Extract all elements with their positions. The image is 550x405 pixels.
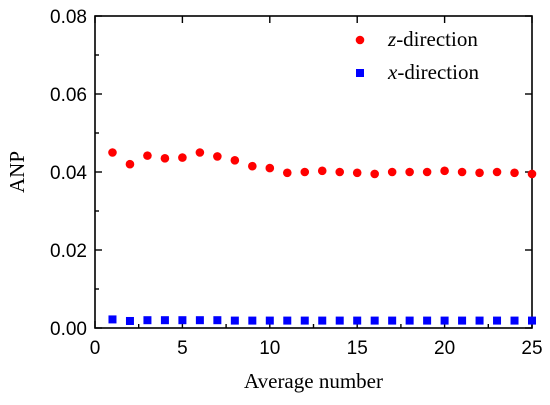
legend: z-direction x-direction: [355, 27, 479, 84]
x-tick-label: 5: [177, 338, 188, 359]
data-point: [422, 167, 432, 177]
data-point: [492, 167, 502, 177]
data-point: [125, 316, 134, 325]
y-axis-ticks: 0.00 0.02 0.04 0.06 0.08: [50, 7, 532, 340]
x-tick-label: 0: [90, 338, 101, 359]
data-point: [143, 151, 152, 160]
data-point: [353, 316, 362, 325]
data-point: [493, 316, 502, 325]
data-point: [440, 166, 449, 176]
y-tick-label: 0.00: [50, 319, 87, 340]
data-point: [282, 168, 292, 178]
x-tick-label: 25: [521, 338, 542, 359]
data-point: [440, 316, 449, 325]
x-axis-title: Average number: [244, 369, 383, 393]
data-point: [248, 161, 257, 171]
data-point: [230, 156, 240, 165]
data-point: [387, 167, 397, 177]
x-tick-label: 10: [259, 338, 280, 359]
y-tick-label: 0.06: [50, 85, 87, 106]
data-point: [230, 316, 239, 325]
x-tick-label: 20: [434, 338, 455, 359]
x-tick-label: 15: [347, 338, 368, 359]
data-point: [283, 316, 292, 325]
data-point: [457, 167, 467, 177]
data-point: [475, 168, 484, 178]
data-point: [143, 316, 152, 325]
data-point: [108, 148, 117, 157]
data-point: [265, 163, 275, 173]
data-point: [510, 316, 519, 325]
data-point: [335, 316, 344, 325]
data-point: [527, 169, 537, 179]
data-point: [405, 316, 414, 325]
y-axis-title: ANP: [5, 151, 29, 193]
data-point: [125, 159, 135, 169]
data-point: [265, 316, 274, 325]
data-point: [213, 152, 222, 161]
legend-marker: [356, 69, 364, 77]
data-point: [160, 154, 170, 163]
data-point: [178, 153, 187, 162]
legend-marker: [355, 35, 365, 45]
data-point: [510, 168, 519, 178]
data-point: [388, 316, 397, 325]
data-point: [160, 316, 169, 325]
data-point: [405, 167, 414, 177]
x-axis-ticks: 0 5 10 15 20 25: [90, 16, 543, 359]
data-point: [423, 316, 432, 325]
data-point: [370, 169, 379, 179]
data-point: [475, 316, 484, 325]
data-point: [370, 316, 379, 325]
data-point: [300, 316, 309, 325]
series-x-direction: [108, 315, 536, 325]
data-point: [300, 167, 310, 177]
data-point: [458, 316, 467, 325]
data-point: [335, 167, 345, 177]
data-point: [195, 316, 204, 325]
data-point: [318, 316, 327, 325]
series-layer: [108, 148, 537, 325]
data-point: [528, 316, 536, 325]
data-point: [195, 148, 205, 157]
data-point: [248, 316, 257, 325]
data-point: [213, 316, 222, 325]
y-tick-label: 0.08: [50, 7, 87, 28]
y-tick-label: 0.02: [50, 241, 87, 262]
data-point: [178, 316, 187, 325]
legend-label: z-direction: [387, 27, 478, 51]
data-point: [352, 168, 362, 178]
y-tick-label: 0.04: [50, 163, 87, 184]
data-point: [108, 315, 117, 324]
data-point: [317, 166, 327, 176]
series-z-direction: [108, 148, 537, 179]
legend-label: x-direction: [387, 60, 479, 84]
